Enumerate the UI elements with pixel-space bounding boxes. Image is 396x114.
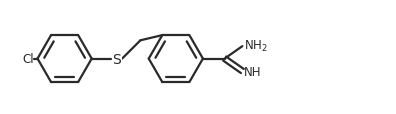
Text: S: S [112, 52, 121, 66]
Text: Cl: Cl [23, 53, 34, 66]
Text: NH: NH [244, 66, 261, 79]
Text: NH$_2$: NH$_2$ [244, 38, 267, 53]
